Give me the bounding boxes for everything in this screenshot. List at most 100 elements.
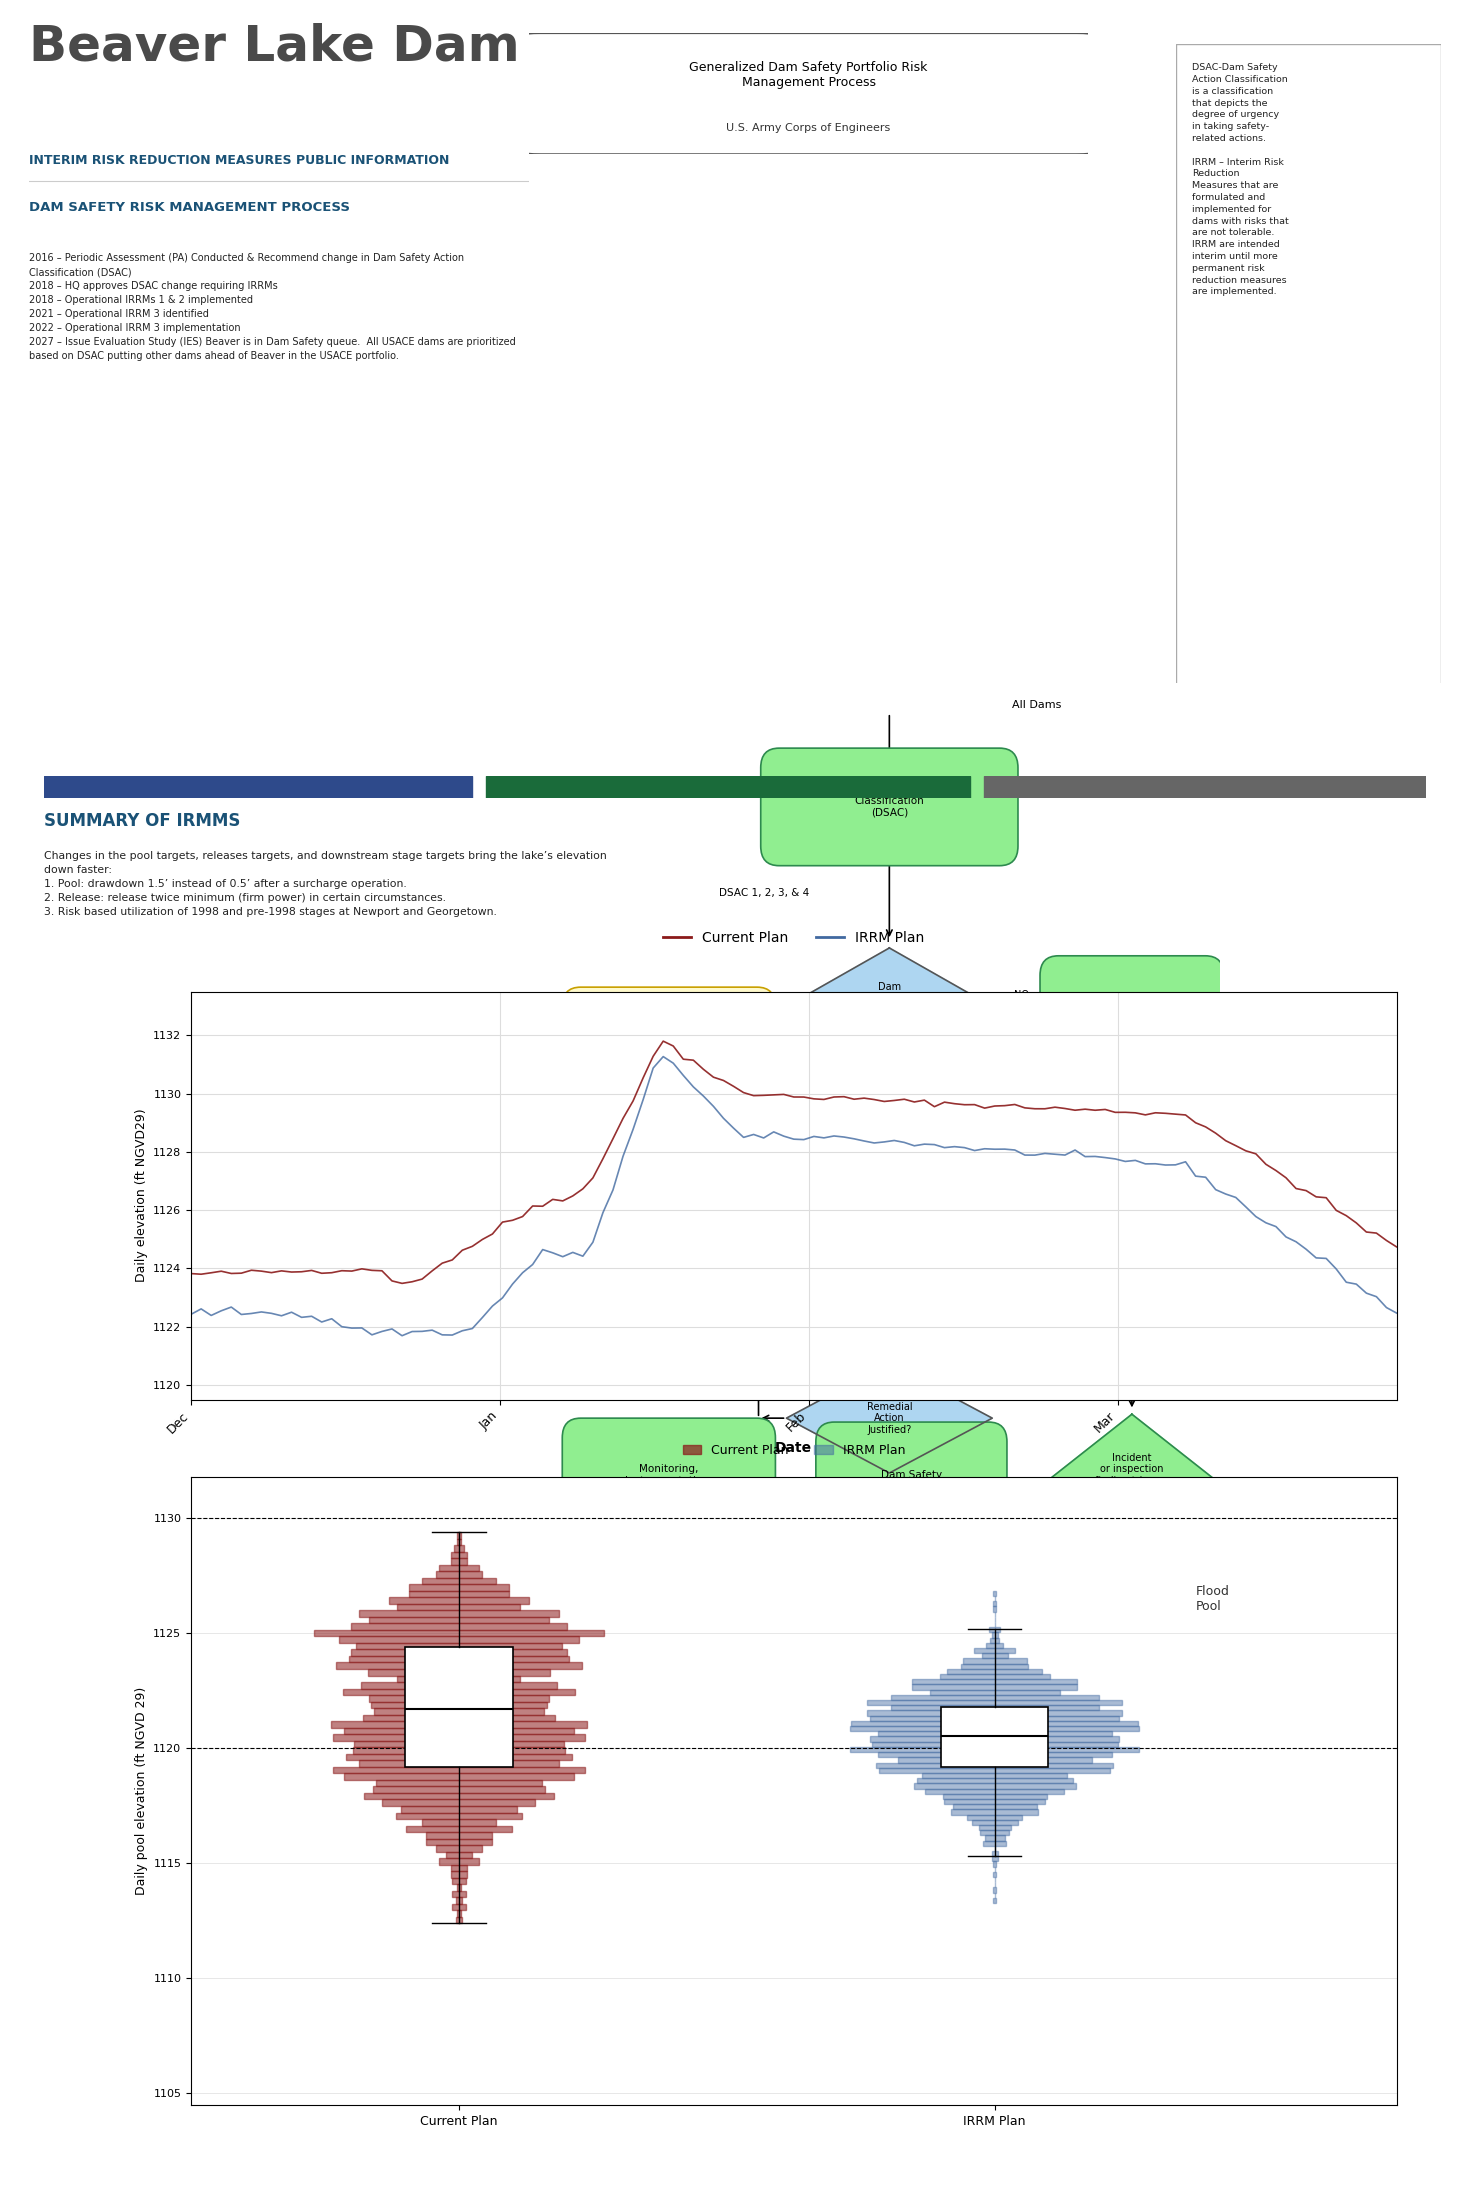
FancyBboxPatch shape (1176, 44, 1441, 690)
Text: Changes in the pool targets, releases targets, and downstream stage targets brin: Changes in the pool targets, releases ta… (44, 851, 607, 917)
Text: Periodic
Inspections: Periodic Inspections (1102, 1219, 1161, 1241)
Bar (351, 1624, 567, 1631)
Bar (975, 1649, 1014, 1653)
Bar (390, 1598, 529, 1605)
Bar (944, 1798, 1045, 1805)
Bar (369, 1695, 548, 1701)
Bar (870, 1715, 1119, 1721)
Text: DSAC 1, 2, 3, & 4: DSAC 1, 2, 3, & 4 (719, 888, 810, 897)
Bar (44, 776, 472, 798)
Bar (332, 1768, 585, 1774)
FancyBboxPatch shape (563, 1225, 776, 1351)
Bar (851, 1721, 1138, 1726)
Bar (870, 1737, 1119, 1741)
FancyBboxPatch shape (761, 747, 1017, 866)
Bar (382, 1798, 535, 1805)
Bar (939, 1675, 1050, 1679)
Bar (435, 1571, 482, 1578)
Bar (422, 1578, 495, 1585)
FancyBboxPatch shape (1041, 957, 1223, 1065)
Bar (994, 1887, 997, 1893)
Text: YES: YES (1144, 1058, 1161, 1069)
Bar (435, 1845, 482, 1851)
Bar (331, 1721, 587, 1728)
Text: 2016 – Periodic Assessment (PA) Conducted & Recommend change in Dam Safety Actio: 2016 – Periodic Assessment (PA) Conducte… (29, 253, 516, 361)
Legend: Current Plan, IRRM Plan: Current Plan, IRRM Plan (657, 926, 931, 950)
Bar (867, 1699, 1122, 1706)
Text: Generalized Dam Safety Portfolio Risk
Management Process: Generalized Dam Safety Portfolio Risk Ma… (689, 62, 928, 90)
Text: Flood
Pool: Flood Pool (1195, 1585, 1229, 1613)
Bar (982, 1653, 1008, 1657)
Bar (453, 1891, 466, 1898)
Bar (967, 1814, 1022, 1821)
Bar (451, 1558, 467, 1565)
Bar (451, 1552, 467, 1558)
Text: NO: NO (1014, 990, 1029, 1001)
Bar (898, 1757, 1092, 1763)
FancyBboxPatch shape (1036, 1177, 1227, 1283)
Bar (457, 1911, 460, 1917)
Bar (359, 1761, 559, 1768)
Bar (953, 1805, 1036, 1809)
Bar (340, 1635, 579, 1642)
PathPatch shape (406, 1646, 513, 1768)
Bar (983, 776, 1426, 798)
Text: All Dams: All Dams (1011, 701, 1061, 710)
Text: Routine
O&M: Routine O&M (1111, 1001, 1152, 1020)
Bar (972, 1821, 1017, 1825)
Bar (992, 1851, 998, 1856)
Text: INTERIM RISK REDUCTION MEASURES PUBLIC INFORMATION: INTERIM RISK REDUCTION MEASURES PUBLIC I… (29, 154, 450, 168)
Bar (365, 1792, 554, 1798)
Bar (315, 1631, 604, 1635)
Bar (878, 1752, 1111, 1757)
FancyBboxPatch shape (767, 1228, 1011, 1349)
Bar (426, 1838, 492, 1845)
Bar (451, 1865, 467, 1871)
Bar (422, 1818, 495, 1825)
Bar (356, 1642, 562, 1649)
Text: Reassess
Risk
&
Revise
DSAC: Reassess Risk & Revise DSAC (645, 1029, 692, 1087)
Bar (351, 1649, 567, 1655)
Polygon shape (779, 948, 1000, 1073)
Bar (989, 1627, 1001, 1633)
Bar (917, 1779, 1073, 1783)
Bar (372, 1787, 545, 1792)
Y-axis label: Daily pool elevation (ft NGVD 29): Daily pool elevation (ft NGVD 29) (135, 1686, 147, 1895)
Bar (397, 1675, 520, 1682)
Text: YES: YES (900, 1089, 919, 1098)
Text: DAM SAFETY RISK MANAGEMENT PROCESS: DAM SAFETY RISK MANAGEMENT PROCESS (29, 201, 350, 214)
Bar (454, 1545, 465, 1552)
Bar (397, 1605, 520, 1611)
Text: Incident
or inspection
finding triggers
DSAC
review?: Incident or inspection finding triggers … (1095, 1452, 1169, 1510)
Bar (994, 1607, 997, 1611)
Bar (891, 1706, 1100, 1710)
Bar (401, 1805, 517, 1812)
Polygon shape (1047, 1415, 1217, 1547)
Bar (947, 1668, 1042, 1675)
Bar (872, 1741, 1117, 1748)
Text: NO: NO (992, 1461, 1007, 1472)
Bar (994, 1871, 997, 1878)
Bar (456, 1917, 462, 1924)
FancyBboxPatch shape (767, 1100, 1011, 1212)
Bar (457, 1532, 460, 1538)
Bar (951, 1809, 1038, 1814)
Text: Beaver Lake Dam: Beaver Lake Dam (29, 22, 520, 71)
Bar (992, 1856, 998, 1862)
Bar (369, 1618, 548, 1624)
Text: Classification
(DSAC): Classification (DSAC) (854, 796, 925, 818)
Bar (440, 1858, 479, 1865)
Bar (850, 1726, 1139, 1732)
Text: NO: NO (1044, 1170, 1058, 1179)
Bar (354, 1741, 563, 1748)
Bar (979, 1825, 1010, 1829)
X-axis label: Date: Date (775, 1441, 813, 1455)
PathPatch shape (941, 1706, 1048, 1768)
Bar (409, 1591, 509, 1598)
Bar (376, 1781, 542, 1787)
Bar (922, 1772, 1067, 1779)
Bar (991, 1638, 1000, 1642)
Bar (986, 1642, 1004, 1649)
Bar (994, 1591, 997, 1596)
Polygon shape (786, 1364, 992, 1472)
